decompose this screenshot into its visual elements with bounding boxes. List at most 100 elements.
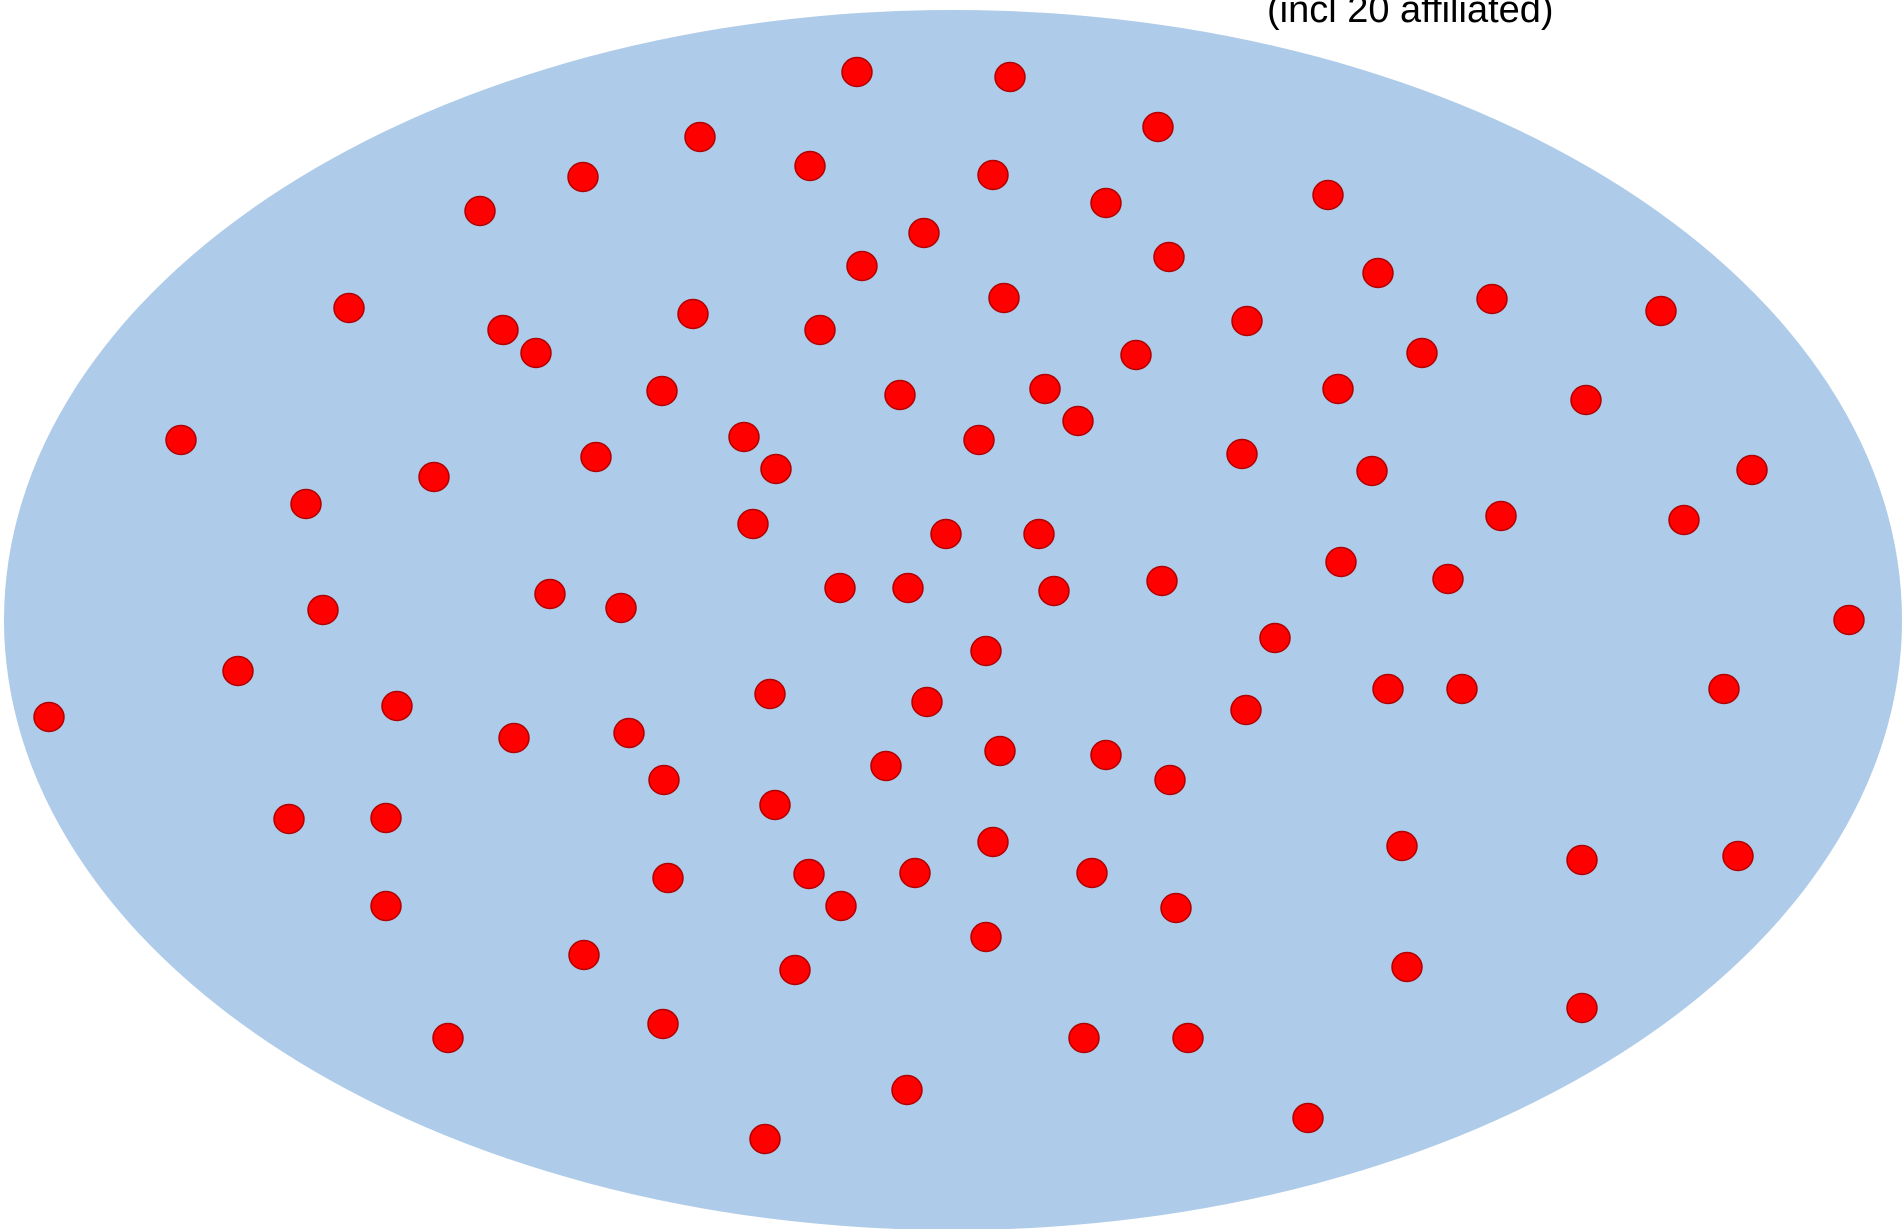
member-dot-63 xyxy=(1446,673,1478,705)
member-dot-28 xyxy=(884,379,916,411)
member-dot-61 xyxy=(911,686,943,718)
member-dot-16 xyxy=(1645,295,1677,327)
member-dot-91 xyxy=(779,954,811,986)
member-dot-60 xyxy=(754,678,786,710)
member-dot-89 xyxy=(970,921,1002,953)
member-dot-17 xyxy=(333,292,365,324)
member-dot-29 xyxy=(1322,373,1354,405)
member-dot-99 xyxy=(1292,1102,1324,1134)
member-dot-21 xyxy=(804,314,836,346)
member-dot-67 xyxy=(498,722,530,754)
member-dot-34 xyxy=(760,453,792,485)
member-dot-70 xyxy=(648,764,680,796)
member-dot-81 xyxy=(1722,840,1754,872)
member-dot-65 xyxy=(381,690,413,722)
member-dot-13 xyxy=(1153,241,1185,273)
member-dot-39 xyxy=(1736,454,1768,486)
member-dot-82 xyxy=(652,862,684,894)
member-dot-64 xyxy=(1708,673,1740,705)
member-dot-74 xyxy=(1154,764,1186,796)
member-dot-71 xyxy=(870,750,902,782)
member-dot-95 xyxy=(432,1022,464,1054)
member-dot-80 xyxy=(1566,844,1598,876)
member-dot-18 xyxy=(677,298,709,330)
member-dot-85 xyxy=(1076,857,1108,889)
member-dot-12 xyxy=(846,250,878,282)
member-dot-55 xyxy=(307,594,339,626)
member-dot-56 xyxy=(1259,622,1291,654)
member-dot-54 xyxy=(605,592,637,624)
member-dot-93 xyxy=(1566,992,1598,1024)
member-dot-25 xyxy=(1120,339,1152,371)
member-dot-11 xyxy=(908,217,940,249)
member-dot-1 xyxy=(841,56,873,88)
member-dot-53 xyxy=(534,578,566,610)
member-dot-84 xyxy=(899,857,931,889)
member-dot-96 xyxy=(1068,1022,1100,1054)
member-dot-14 xyxy=(988,282,1020,314)
member-dot-37 xyxy=(1356,455,1388,487)
member-dot-66 xyxy=(33,701,65,733)
member-dot-3 xyxy=(684,121,716,153)
member-dot-92 xyxy=(1391,951,1423,983)
member-dots-group xyxy=(33,56,1865,1155)
member-dot-9 xyxy=(1090,187,1122,219)
member-dot-23 xyxy=(1362,257,1394,289)
member-dot-42 xyxy=(1668,504,1700,536)
member-dot-38 xyxy=(580,441,612,473)
member-dot-51 xyxy=(1146,565,1178,597)
member-dot-100 xyxy=(749,1123,781,1155)
member-dot-97 xyxy=(1172,1022,1204,1054)
member-dot-87 xyxy=(1160,892,1192,924)
member-dot-73 xyxy=(1090,739,1122,771)
member-dot-52 xyxy=(1432,563,1464,595)
member-dot-26 xyxy=(1029,373,1061,405)
member-dot-20 xyxy=(520,337,552,369)
member-dot-47 xyxy=(1325,546,1357,578)
affiliated-caption: (incl 20 affiliated) xyxy=(1267,0,1554,31)
member-dot-33 xyxy=(728,421,760,453)
member-dot-4 xyxy=(1142,111,1174,143)
member-dot-43 xyxy=(737,508,769,540)
member-dot-31 xyxy=(1062,405,1094,437)
member-dot-88 xyxy=(370,890,402,922)
member-dot-79 xyxy=(1386,830,1418,862)
member-dot-50 xyxy=(1038,575,1070,607)
member-dot-30 xyxy=(1570,384,1602,416)
member-dot-62 xyxy=(1372,673,1404,705)
member-dot-98 xyxy=(891,1074,923,1106)
member-dot-77 xyxy=(370,802,402,834)
member-dot-41 xyxy=(290,488,322,520)
member-dot-57 xyxy=(1833,604,1865,636)
member-dot-7 xyxy=(977,159,1009,191)
member-dot-19 xyxy=(487,314,519,346)
member-dot-49 xyxy=(892,572,924,604)
member-dot-83 xyxy=(793,858,825,890)
member-dot-45 xyxy=(1023,518,1055,550)
member-dot-48 xyxy=(824,572,856,604)
member-dot-94 xyxy=(647,1008,679,1040)
member-dot-75 xyxy=(759,789,791,821)
member-dot-46 xyxy=(1485,500,1517,532)
member-dot-86 xyxy=(825,890,857,922)
member-dot-59 xyxy=(222,655,254,687)
member-dot-27 xyxy=(646,375,678,407)
member-dot-22 xyxy=(1231,305,1263,337)
member-dot-8 xyxy=(464,195,496,227)
member-dot-68 xyxy=(613,717,645,749)
member-dot-44 xyxy=(930,518,962,550)
member-dot-15 xyxy=(1476,283,1508,315)
membership-region xyxy=(4,10,1902,1229)
member-dot-90 xyxy=(568,939,600,971)
member-dot-5 xyxy=(567,161,599,193)
member-dot-72 xyxy=(984,735,1016,767)
member-dot-40 xyxy=(418,461,450,493)
member-dot-35 xyxy=(963,424,995,456)
member-dot-78 xyxy=(977,826,1009,858)
member-dot-36 xyxy=(1226,438,1258,470)
member-dot-6 xyxy=(794,150,826,182)
member-dot-2 xyxy=(994,61,1026,93)
member-dot-58 xyxy=(970,635,1002,667)
member-dot-24 xyxy=(1406,337,1438,369)
